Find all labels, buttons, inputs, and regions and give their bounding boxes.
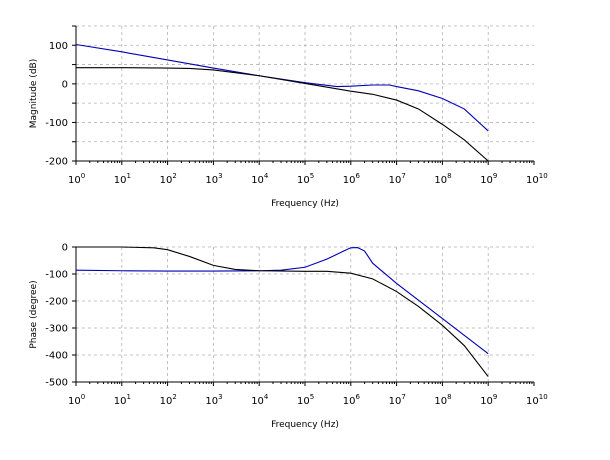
- magnitude-x-tick-label: 103: [205, 172, 222, 186]
- magnitude-x-tick-exponent: 9: [493, 172, 497, 180]
- magnitude-x-tick-base: 10: [160, 175, 173, 186]
- magnitude-x-tick-label: 100: [68, 172, 85, 186]
- magnitude-x-tick-exponent: 3: [218, 172, 222, 180]
- magnitude-y-tick-label: -100: [45, 118, 68, 129]
- phase-x-tick-base: 10: [114, 396, 127, 407]
- magnitude-x-tick-exponent: 7: [401, 172, 405, 180]
- phase-x-tick-exponent: 4: [264, 393, 269, 401]
- magnitude-x-tick-base: 10: [526, 175, 539, 186]
- phase-x-tick-exponent: 8: [447, 393, 451, 401]
- phase-x-tick-base: 10: [526, 396, 539, 407]
- phase-y-tick-label: -300: [45, 324, 68, 335]
- magnitude-x-tick-base: 10: [389, 175, 402, 186]
- magnitude-x-tick-base: 10: [68, 175, 81, 186]
- phase-x-tick-base: 10: [160, 396, 173, 407]
- phase-x-axis-label: Frequency (Hz): [271, 420, 339, 430]
- phase-series-2-line: [76, 246, 489, 377]
- phase-x-tick-exponent: 0: [81, 393, 85, 401]
- phase-x-tick-label: 102: [160, 393, 177, 407]
- magnitude-x-tick-exponent: 5: [310, 172, 314, 180]
- phase-x-tick-exponent: 10: [539, 393, 548, 401]
- magnitude-y-tick-label: 0: [62, 79, 68, 90]
- magnitude-x-tick-label: 106: [343, 172, 361, 186]
- phase-x-tick-exponent: 2: [172, 393, 176, 401]
- phase-x-tick-base: 10: [68, 396, 81, 407]
- magnitude-x-tick-exponent: 10: [539, 172, 548, 180]
- phase-y-tick-label: -400: [45, 351, 68, 362]
- magnitude-x-tick-base: 10: [251, 175, 264, 186]
- phase-y-tick-label: -100: [45, 270, 68, 281]
- phase-x-tick-base: 10: [205, 396, 218, 407]
- phase-x-tick-exponent: 5: [310, 393, 314, 401]
- phase-y-axis-label: Phase (degree): [29, 280, 39, 348]
- phase-x-tick-label: 101: [114, 393, 131, 407]
- magnitude-x-tick-exponent: 8: [447, 172, 451, 180]
- magnitude-x-tick-exponent: 6: [356, 172, 361, 180]
- phase-x-tick-label: 104: [251, 393, 269, 407]
- magnitude-panel: 100 101 102 103 104 105 106 107 108 109 10101000-1…: [29, 25, 548, 209]
- phase-x-tick-exponent: 3: [218, 393, 222, 401]
- phase-x-tick-exponent: 9: [493, 393, 497, 401]
- magnitude-series-2-line: [76, 67, 489, 162]
- phase-panel: 100 101 102 103 104 105 106 107 108 109 10100-100-…: [29, 243, 548, 431]
- phase-x-tick-base: 10: [297, 396, 310, 407]
- phase-x-tick-base: 10: [389, 396, 402, 407]
- magnitude-x-tick-base: 10: [205, 175, 218, 186]
- phase-series-1-line: [75, 246, 489, 355]
- phase-y-tick-label: 0: [62, 243, 68, 254]
- magnitude-x-tick-label: 108: [434, 172, 451, 186]
- magnitude-x-axis-label: Frequency (Hz): [271, 199, 339, 209]
- phase-x-tick-label: 108: [434, 393, 451, 407]
- phase-x-tick-label: 109: [480, 393, 497, 407]
- magnitude-x-tick-label: 109: [480, 172, 497, 186]
- magnitude-series-1-line: [75, 43, 489, 132]
- magnitude-y-axis-label: Magnitude (dB): [29, 59, 39, 128]
- phase-x-tick-base: 10: [251, 396, 264, 407]
- magnitude-x-tick-label: 107: [389, 172, 406, 186]
- magnitude-x-tick-base: 10: [434, 175, 447, 186]
- magnitude-x-tick-exponent: 0: [81, 172, 85, 180]
- magnitude-x-tick-label: 104: [251, 172, 269, 186]
- phase-y-tick-label: -500: [45, 378, 68, 389]
- phase-x-tick-label: 100: [68, 393, 85, 407]
- magnitude-x-tick-label: 101: [114, 172, 131, 186]
- phase-x-tick-base: 10: [343, 396, 356, 407]
- magnitude-x-tick-exponent: 4: [264, 172, 269, 180]
- magnitude-x-tick-base: 10: [343, 175, 356, 186]
- magnitude-y-tick-label: -200: [45, 157, 68, 168]
- magnitude-x-tick-exponent: 2: [172, 172, 176, 180]
- magnitude-x-tick-label: 1010: [526, 172, 548, 186]
- magnitude-x-tick-base: 10: [114, 175, 127, 186]
- phase-x-tick-label: 1010: [526, 393, 548, 407]
- phase-x-tick-base: 10: [480, 396, 493, 407]
- phase-x-tick-base: 10: [434, 396, 447, 407]
- phase-x-tick-label: 103: [205, 393, 222, 407]
- magnitude-x-tick-label: 102: [160, 172, 177, 186]
- phase-x-tick-label: 107: [389, 393, 406, 407]
- magnitude-x-tick-exponent: 1: [127, 172, 131, 180]
- phase-x-tick-label: 106: [343, 393, 361, 407]
- magnitude-x-tick-base: 10: [297, 175, 310, 186]
- phase-x-tick-exponent: 6: [356, 393, 361, 401]
- magnitude-x-tick-base: 10: [480, 175, 493, 186]
- phase-y-tick-label: -200: [45, 297, 68, 308]
- magnitude-y-tick-label: 100: [49, 41, 68, 52]
- phase-x-tick-exponent: 1: [127, 393, 131, 401]
- phase-x-tick-label: 105: [297, 393, 314, 407]
- phase-x-tick-exponent: 7: [401, 393, 405, 401]
- magnitude-x-tick-label: 105: [297, 172, 314, 186]
